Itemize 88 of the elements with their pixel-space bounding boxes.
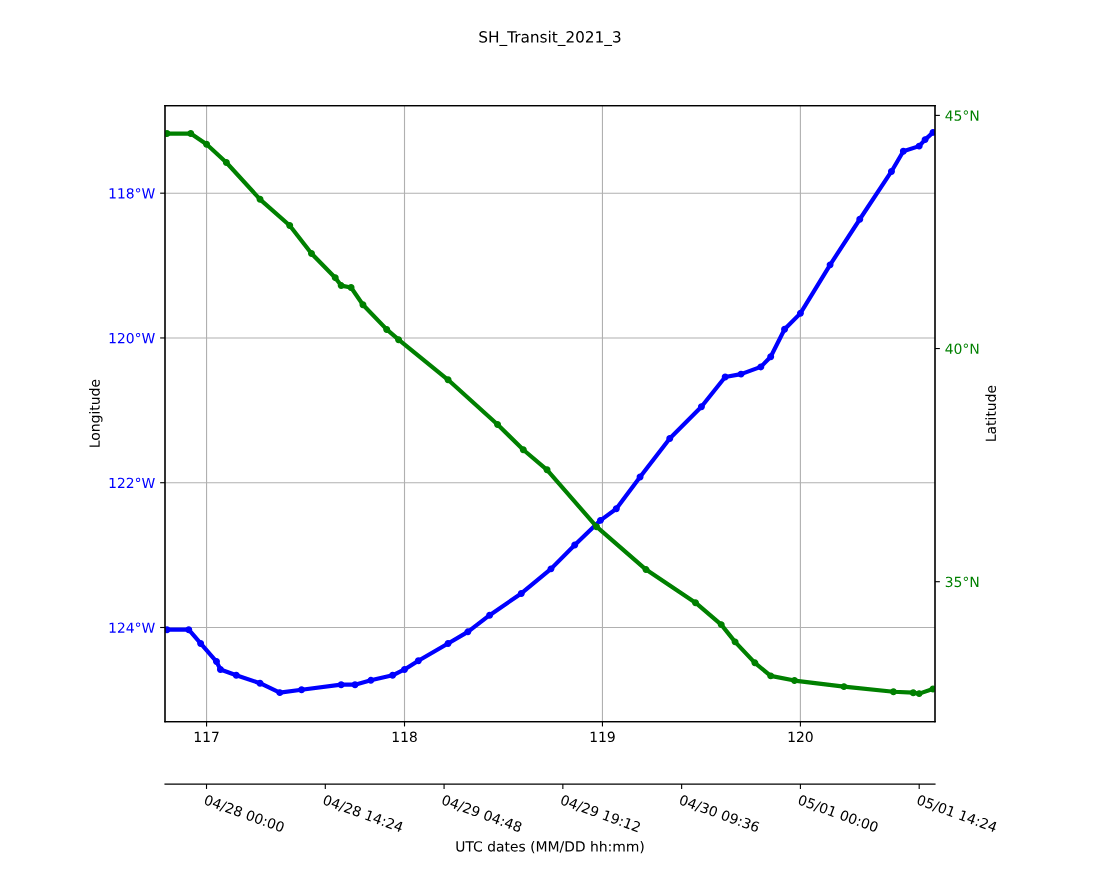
y2-tick-label: 40°N: [945, 343, 979, 355]
point: [757, 363, 765, 371]
point: [486, 611, 494, 619]
x2-tick-label: 04/28 14:24: [322, 794, 404, 834]
point: [298, 686, 306, 694]
point: [165, 130, 171, 138]
x2-tick-label: 04/29 04:48: [440, 794, 523, 834]
point: [395, 336, 403, 344]
point: [444, 639, 452, 647]
point: [796, 309, 804, 317]
y2-axis-title: Latitude: [985, 385, 997, 441]
y-tick-label: 122°W: [109, 477, 155, 488]
x2-tick-label: 04/29 19:12: [559, 794, 641, 834]
point: [197, 639, 205, 647]
point: [612, 505, 620, 513]
point: [915, 690, 923, 698]
x2-tick-label: 04/28 00:00: [203, 794, 285, 834]
point: [909, 689, 917, 697]
point: [337, 681, 345, 689]
point: [826, 261, 834, 269]
point: [444, 376, 452, 384]
point: [767, 353, 775, 361]
y2-tick-label: 35°N: [945, 576, 979, 588]
chart-title: SH_Transit_2021_3: [479, 30, 621, 47]
x-tick-label: 118: [392, 731, 417, 743]
point: [337, 282, 345, 290]
x2-axis-title: UTC dates (MM/DD hh:mm): [456, 840, 644, 854]
point: [216, 666, 224, 673]
y2-tick-label: 45°N: [945, 110, 979, 121]
point: [308, 249, 315, 257]
point: [721, 373, 729, 381]
point: [899, 147, 907, 155]
point: [731, 638, 739, 646]
point: [697, 403, 705, 411]
point: [597, 516, 604, 524]
point: [666, 435, 674, 443]
point: [351, 681, 359, 689]
point: [331, 274, 339, 282]
point: [781, 325, 789, 333]
point: [222, 159, 230, 166]
x-tick-label: 119: [590, 731, 615, 743]
point: [717, 621, 725, 629]
x2-tick-label: 04/30 09:36: [678, 794, 761, 834]
x2-tick-label: 05/01 14:24: [916, 794, 998, 834]
point: [389, 671, 397, 679]
point: [751, 659, 759, 667]
point: [347, 283, 355, 291]
x-tick-label: 120: [788, 731, 813, 743]
point: [414, 657, 422, 665]
point: [636, 473, 644, 481]
point: [187, 130, 195, 138]
point: [790, 677, 798, 685]
point: [519, 446, 527, 454]
point: [840, 683, 848, 691]
point: [464, 628, 472, 636]
x-tick-label: 117: [194, 731, 219, 742]
point: [571, 541, 579, 549]
point: [367, 676, 375, 684]
point: [212, 658, 220, 665]
point: [517, 590, 525, 597]
point: [256, 195, 264, 203]
point: [889, 688, 897, 696]
point: [256, 679, 264, 687]
y-axis-title: Longitude: [89, 379, 103, 447]
point: [692, 599, 699, 607]
point: [276, 689, 284, 697]
y-tick-label: 120°W: [109, 332, 155, 344]
point: [767, 672, 775, 680]
y-tick-label: 118°W: [109, 188, 155, 199]
point: [921, 136, 929, 144]
point: [737, 370, 745, 378]
point: [642, 566, 650, 574]
point: [593, 523, 600, 531]
point: [185, 626, 193, 634]
point: [887, 167, 895, 175]
y-tick-label: 124°W: [109, 622, 155, 633]
point: [383, 325, 391, 333]
point: [915, 142, 923, 150]
point: [547, 565, 555, 573]
point: [856, 215, 864, 223]
x2-tick-label: 05/01 00:00: [797, 794, 879, 834]
point: [543, 466, 551, 474]
point: [286, 221, 294, 229]
point: [203, 140, 211, 148]
point: [494, 421, 502, 429]
point: [232, 671, 240, 679]
point: [359, 301, 367, 309]
point: [401, 666, 408, 673]
